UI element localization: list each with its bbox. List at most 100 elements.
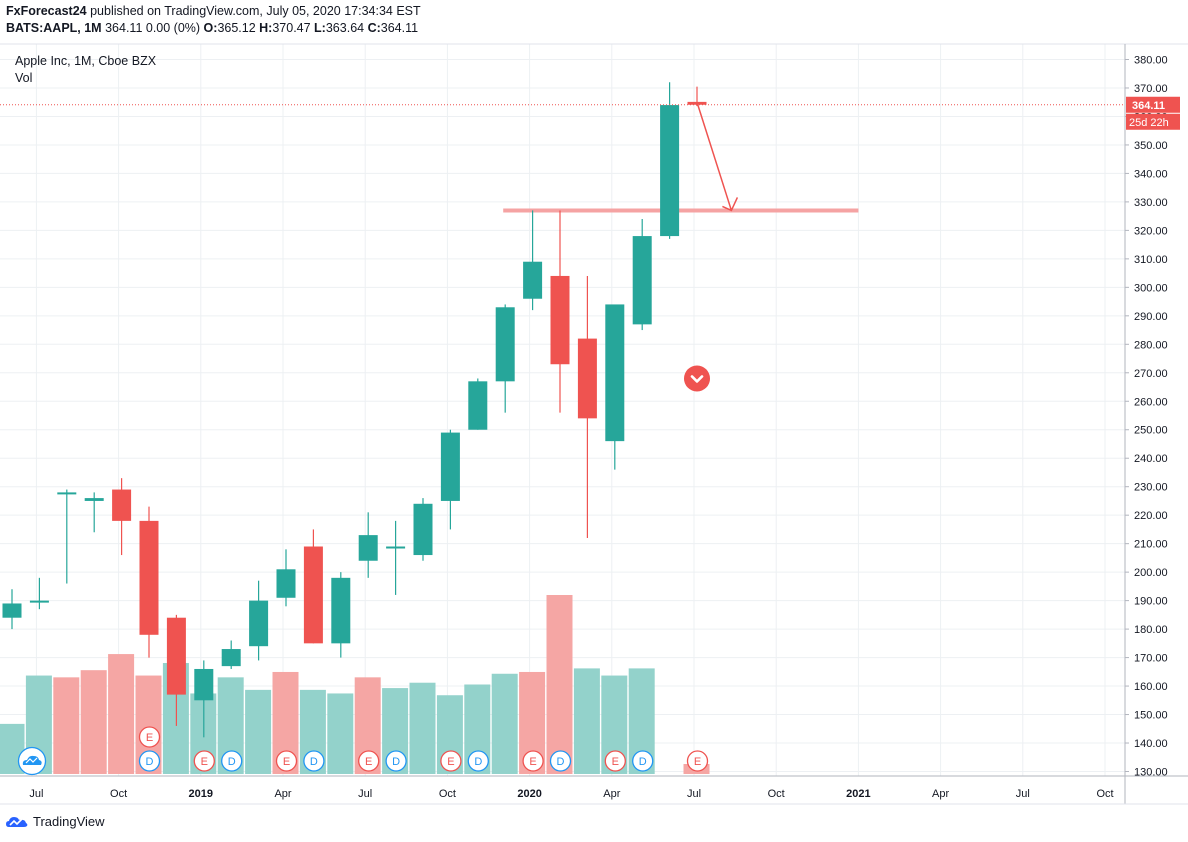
- candle-body: [249, 600, 269, 647]
- marker-label: E: [612, 756, 619, 768]
- candle: [139, 506, 159, 658]
- candle-body: [303, 546, 323, 644]
- candle-body: [632, 236, 652, 325]
- candle-body: [358, 535, 378, 561]
- volume-bar: [80, 670, 107, 774]
- legend-title: Apple Inc, 1M, Cboe BZX: [15, 54, 157, 68]
- candle-body: [57, 492, 77, 495]
- candle-body: [577, 338, 597, 419]
- earnings-marker: E: [440, 750, 462, 772]
- candle: [2, 589, 22, 630]
- price-tick-label: 280.00: [1134, 339, 1168, 351]
- time-label: Apr: [932, 788, 949, 800]
- price-tick-label: 380.00: [1134, 55, 1168, 67]
- marker-label: E: [365, 756, 372, 768]
- candle-body: [660, 105, 680, 237]
- candle: [605, 304, 625, 470]
- marker-circle: [440, 750, 462, 772]
- candle: [221, 640, 241, 669]
- volume-bar: [409, 682, 436, 774]
- candle: [468, 378, 488, 430]
- candle: [194, 660, 214, 738]
- candle: [632, 218, 652, 331]
- price-tick-label: 250.00: [1134, 425, 1168, 437]
- candle: [166, 614, 186, 726]
- candle-body: [29, 600, 49, 603]
- sell-signal-circle: [684, 365, 710, 392]
- volume-bars: [0, 595, 710, 774]
- marker-label: E: [201, 756, 208, 768]
- price-tick-label: 300.00: [1134, 282, 1168, 294]
- marker-circle: [686, 750, 709, 772]
- candle: [303, 529, 323, 644]
- axes: 380.00370.00360.00350.00340.00330.00320.…: [0, 43, 1188, 805]
- cloud-icon-line: [25, 757, 38, 764]
- candle-body: [112, 489, 132, 521]
- price-tick-label: 330.00: [1134, 197, 1168, 209]
- time-label: 2021: [846, 788, 870, 800]
- author-name[interactable]: FxForecast24: [6, 4, 87, 18]
- candle: [386, 520, 406, 595]
- volume-bar: [108, 654, 135, 774]
- volume-bar: [491, 673, 518, 774]
- candle-body: [605, 304, 625, 442]
- candle-body: [2, 603, 22, 618]
- marker-circle: [358, 750, 380, 772]
- earnings-marker: E: [193, 750, 215, 772]
- marker-circle: [193, 750, 215, 772]
- marker-label: E: [694, 756, 701, 768]
- time-label: Oct: [768, 788, 785, 800]
- candle: [249, 580, 269, 661]
- price-tick-label: 220.00: [1134, 510, 1168, 522]
- volume-bar: [245, 689, 272, 774]
- candle: [413, 498, 433, 561]
- publish-info: FxForecast24 published on TradingView.co…: [6, 4, 421, 18]
- tradingview-logo[interactable]: TradingView: [6, 814, 105, 829]
- candle: [495, 304, 515, 413]
- candle-body: [413, 503, 433, 556]
- price-tick-label: 190.00: [1134, 596, 1168, 608]
- low-value: 363.64: [325, 21, 365, 35]
- marker-circle: [522, 750, 544, 772]
- price-tick-label: 170.00: [1134, 653, 1168, 665]
- marker-circle: [385, 750, 407, 772]
- price-tick-label: 270.00: [1134, 368, 1168, 380]
- close-value: 364.11: [380, 21, 419, 35]
- high-value: 370.47: [272, 21, 311, 35]
- ohlc-line: BATS:AAPL, 1M 364.11 0.00 (0%) O:365.12 …: [6, 21, 419, 35]
- price-tick-label: 150.00: [1134, 710, 1168, 722]
- time-label: Oct: [1096, 788, 1113, 800]
- price-tick-label: 230.00: [1134, 482, 1168, 494]
- price-tick-label: 200.00: [1134, 567, 1168, 579]
- price-tick-label: 140.00: [1134, 738, 1168, 750]
- candle: [276, 549, 296, 607]
- time-label: Jul: [358, 788, 372, 800]
- marker-label: D: [392, 756, 400, 768]
- candle-body: [194, 668, 214, 701]
- legend-volume: Vol: [15, 71, 32, 85]
- earnings-marker: E: [686, 750, 709, 772]
- candle: [358, 512, 378, 578]
- marker-label: D: [146, 756, 154, 768]
- dividend-marker: D: [632, 750, 654, 772]
- candle-body: [139, 520, 159, 635]
- sell-signal-icon: [684, 365, 710, 392]
- published-text: published on TradingView.com, July 05, 2…: [90, 4, 421, 18]
- open-value: 365.12: [217, 21, 256, 35]
- candle: [84, 492, 104, 533]
- candle-body: [331, 577, 351, 644]
- marker-label: D: [639, 756, 647, 768]
- countdown-badge: 25d 22h: [1126, 113, 1180, 130]
- price-tick-label: 210.00: [1134, 539, 1168, 551]
- candle-body: [166, 617, 186, 695]
- brand-label: TradingView: [33, 814, 105, 829]
- marker-label: E: [529, 756, 536, 768]
- price-tick-label: 370.00: [1134, 83, 1168, 95]
- candle-body: [276, 569, 296, 598]
- volume-bar: [327, 693, 354, 774]
- marker-circle: [467, 750, 489, 772]
- time-label: Jul: [29, 788, 43, 800]
- price-tick-label: 310.00: [1134, 254, 1168, 266]
- marker-circle: [138, 750, 161, 772]
